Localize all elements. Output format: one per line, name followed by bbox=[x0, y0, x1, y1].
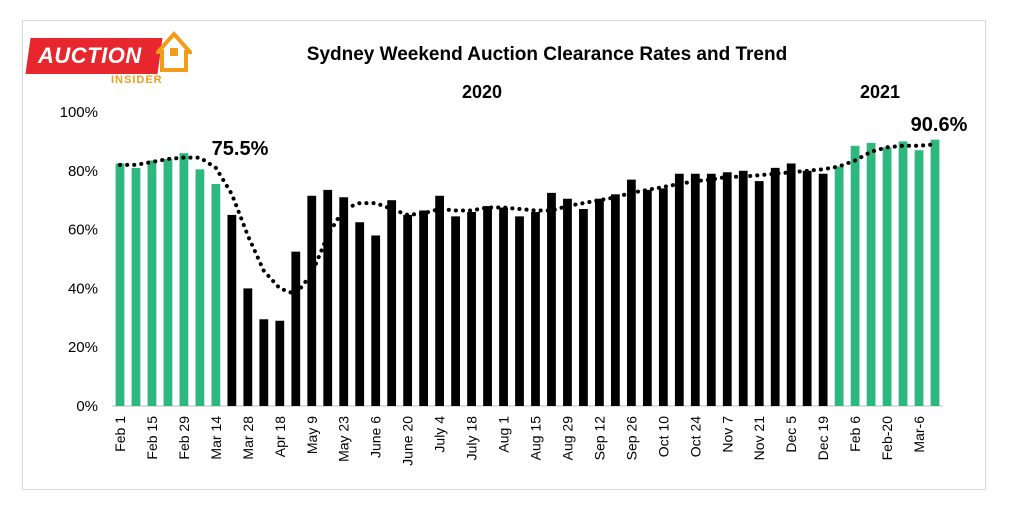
x-tick-label: Nov 21 bbox=[751, 416, 767, 461]
bar bbox=[786, 163, 796, 406]
x-tick-label: Feb 1 bbox=[112, 416, 128, 452]
bar bbox=[531, 211, 540, 406]
x-tick-label: Mar 14 bbox=[208, 416, 224, 460]
x-tick-label: May 9 bbox=[304, 416, 320, 454]
x-tick-label: Dec 5 bbox=[783, 416, 799, 453]
bar bbox=[227, 214, 237, 406]
year-label-2020: 2020 bbox=[462, 82, 502, 102]
x-tick-label: May 23 bbox=[336, 416, 352, 462]
bar bbox=[834, 166, 844, 406]
bar bbox=[307, 195, 317, 406]
annotation-90-6: 90.6% bbox=[911, 114, 968, 136]
bar bbox=[323, 189, 333, 406]
x-tick-label: Oct 24 bbox=[687, 416, 703, 457]
bar bbox=[914, 150, 924, 406]
auction-insider-logo: AUCTION INSIDER bbox=[25, 30, 193, 88]
trend-line bbox=[118, 142, 937, 297]
y-tick-label: 100% bbox=[60, 104, 98, 121]
bar bbox=[339, 197, 349, 406]
x-tick-label: Feb-20 bbox=[879, 416, 895, 461]
bar bbox=[595, 198, 604, 406]
x-tick-label: Feb 6 bbox=[847, 416, 863, 452]
bar bbox=[387, 200, 397, 406]
x-tick-label: Aug 29 bbox=[559, 416, 575, 461]
logo-word: AUCTION bbox=[38, 43, 142, 68]
y-tick-label: 40% bbox=[68, 280, 98, 297]
bar bbox=[179, 153, 189, 406]
bar bbox=[451, 216, 460, 406]
bar bbox=[563, 198, 572, 406]
x-tick-label: Feb 29 bbox=[176, 416, 192, 460]
x-tick-label: Oct 10 bbox=[655, 416, 671, 457]
x-tick-label: Mar-6 bbox=[911, 416, 927, 453]
bar bbox=[195, 169, 205, 406]
bar bbox=[547, 192, 556, 406]
y-tick-label: 20% bbox=[68, 339, 98, 356]
bar bbox=[882, 147, 892, 406]
bar bbox=[818, 173, 828, 406]
house-icon bbox=[156, 30, 192, 72]
x-tick-label: June 6 bbox=[368, 416, 384, 458]
bar bbox=[770, 167, 780, 406]
bar bbox=[499, 207, 508, 406]
x-tick-label: Sep 26 bbox=[623, 416, 639, 461]
logo-sub: INSIDER bbox=[111, 74, 163, 86]
x-tick-label: Nov 7 bbox=[719, 416, 735, 453]
bar bbox=[866, 142, 876, 406]
bar bbox=[115, 163, 125, 406]
x-tick-label: Dec 19 bbox=[815, 416, 831, 461]
bar bbox=[483, 206, 492, 406]
bar bbox=[722, 172, 732, 406]
x-tick-label: June 20 bbox=[400, 416, 416, 466]
x-tick-label: Feb 15 bbox=[144, 416, 160, 460]
bar bbox=[291, 251, 301, 406]
x-tick-label: July 4 bbox=[432, 416, 448, 453]
x-tick-label: Sep 12 bbox=[591, 416, 607, 461]
x-tick-label: Apr 18 bbox=[272, 416, 288, 457]
bar bbox=[930, 139, 940, 407]
bar bbox=[467, 211, 476, 406]
y-tick-label: 0% bbox=[76, 398, 98, 415]
bar bbox=[579, 209, 588, 406]
bar bbox=[403, 214, 413, 406]
bar bbox=[259, 319, 269, 406]
annotation-75-5: 75.5% bbox=[212, 138, 269, 160]
bar bbox=[626, 179, 636, 406]
bar bbox=[738, 170, 748, 406]
y-tick-label: 60% bbox=[68, 222, 98, 239]
bar bbox=[243, 288, 253, 406]
bar bbox=[642, 189, 652, 406]
x-tick-label: Aug 1 bbox=[496, 416, 512, 453]
y-tick-label: 80% bbox=[68, 163, 98, 180]
year-label-2021: 2021 bbox=[860, 82, 900, 102]
x-tick-label: July 18 bbox=[464, 416, 480, 461]
bar bbox=[850, 145, 860, 406]
bar bbox=[371, 235, 381, 406]
bar bbox=[147, 160, 157, 406]
bar bbox=[690, 173, 700, 406]
bar bbox=[674, 173, 684, 406]
bar bbox=[515, 216, 524, 406]
bar bbox=[419, 210, 429, 406]
bar bbox=[435, 195, 445, 406]
x-tick-label: Aug 15 bbox=[527, 416, 543, 461]
bar bbox=[355, 222, 365, 406]
x-tick-label: Mar 28 bbox=[240, 416, 256, 460]
bar bbox=[658, 188, 668, 406]
bar bbox=[163, 159, 173, 406]
bar bbox=[802, 170, 812, 406]
bar bbox=[898, 141, 908, 406]
bar bbox=[706, 173, 716, 406]
bar bbox=[211, 184, 221, 406]
bar bbox=[754, 181, 764, 406]
bar bbox=[275, 320, 285, 406]
bar bbox=[610, 194, 620, 406]
chart-title: Sydney Weekend Auction Clearance Rates a… bbox=[307, 44, 787, 65]
bar bbox=[131, 167, 141, 406]
